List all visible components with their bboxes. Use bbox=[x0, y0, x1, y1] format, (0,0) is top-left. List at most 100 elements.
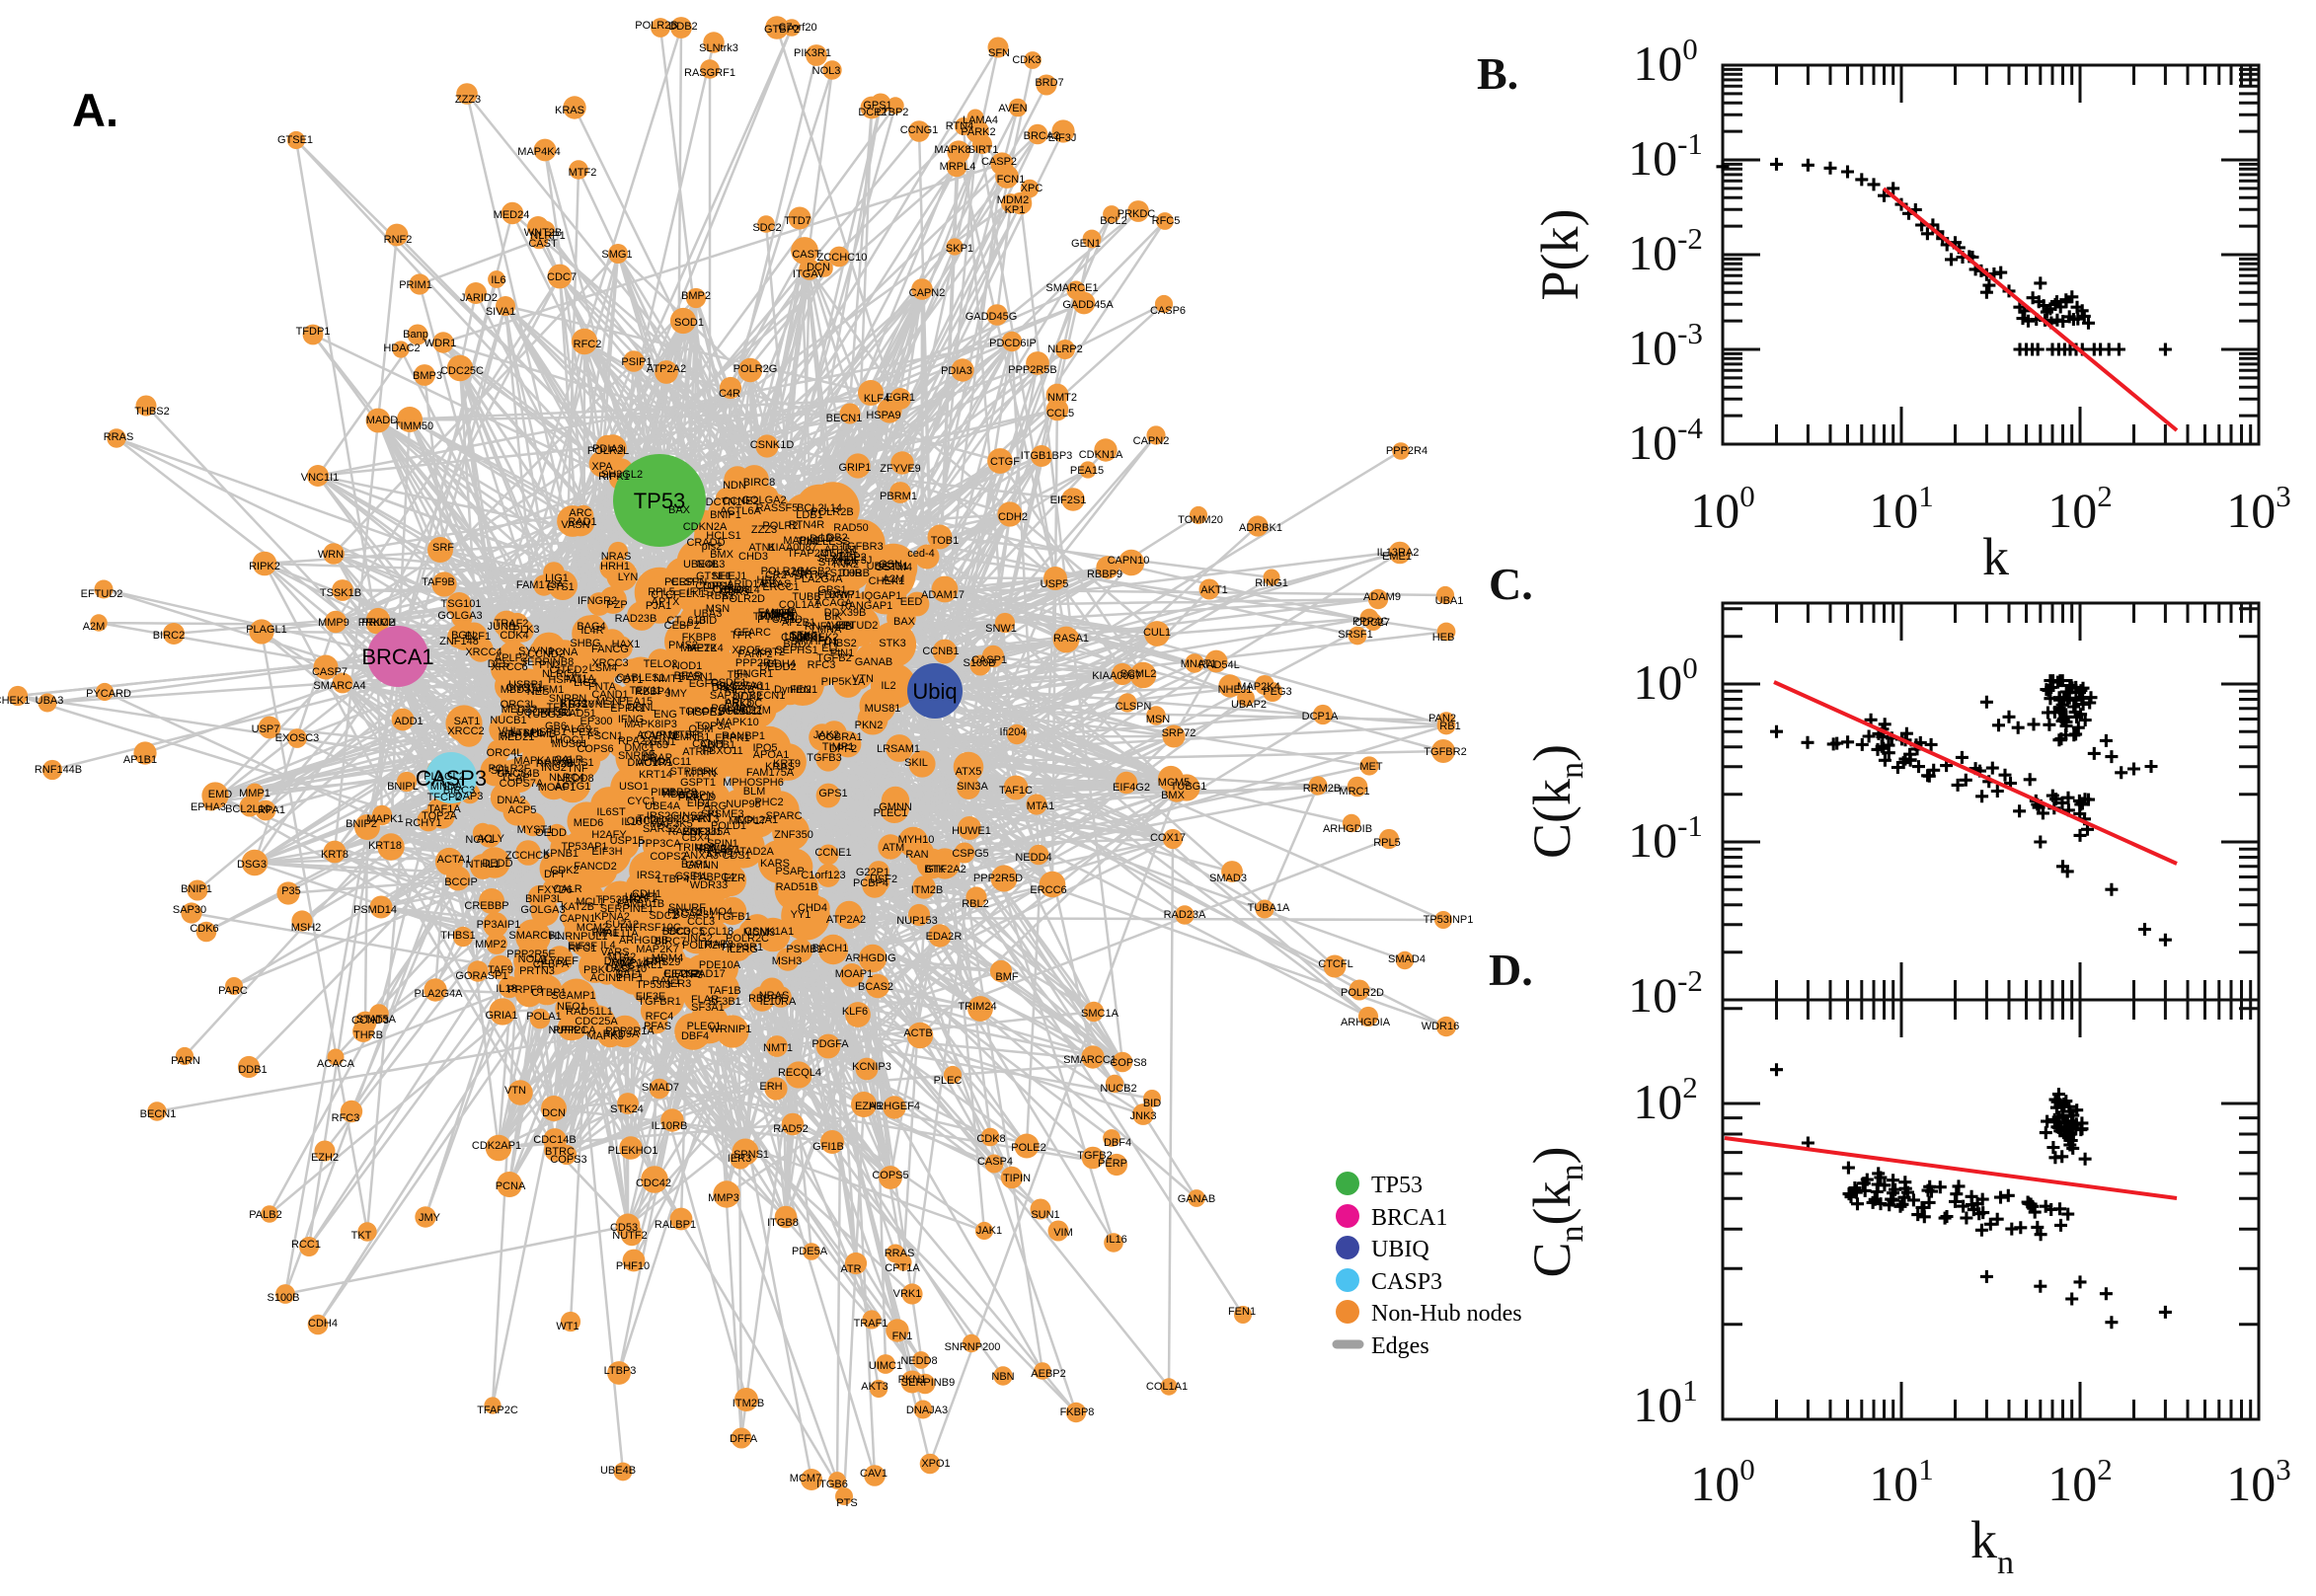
svg-text:VRK1: VRK1 bbox=[893, 1288, 922, 1300]
svg-text:PLK3: PLK3 bbox=[513, 624, 540, 636]
svg-text:HUWE1: HUWE1 bbox=[952, 825, 991, 837]
svg-text:CASP3: CASP3 bbox=[1371, 1269, 1442, 1295]
svg-text:AKT1: AKT1 bbox=[1200, 584, 1228, 596]
svg-text:WRN: WRN bbox=[318, 549, 344, 561]
svg-text:ADAM9: ADAM9 bbox=[1363, 591, 1401, 603]
svg-text:KIF1B: KIF1B bbox=[725, 684, 755, 696]
svg-text:CAST: CAST bbox=[528, 238, 558, 250]
svg-text:EGFR: EGFR bbox=[689, 678, 720, 690]
svg-text:GFI1B: GFI1B bbox=[812, 1141, 844, 1153]
svg-text:XPO5: XPO5 bbox=[732, 645, 760, 656]
svg-text:ITGB8: ITGB8 bbox=[767, 1217, 799, 1229]
svg-text:NUTF2: NUTF2 bbox=[612, 1230, 647, 1242]
svg-text:PYCARD: PYCARD bbox=[86, 688, 131, 700]
svg-text:KIAA0087: KIAA0087 bbox=[1092, 670, 1141, 682]
svg-text:TP53INP1: TP53INP1 bbox=[1424, 914, 1474, 926]
svg-text:POLR2B: POLR2B bbox=[635, 20, 677, 32]
svg-text:Ifi204: Ifi204 bbox=[1000, 726, 1027, 738]
svg-text:CDC42: CDC42 bbox=[636, 1178, 671, 1189]
svg-text:BCL2L10: BCL2L10 bbox=[225, 803, 270, 815]
svg-text:ADRBK1: ADRBK1 bbox=[1239, 522, 1282, 534]
svg-text:ITM2B: ITM2B bbox=[733, 1398, 764, 1409]
svg-text:TAF1C: TAF1C bbox=[999, 785, 1033, 797]
svg-text:BMP3: BMP3 bbox=[413, 370, 442, 382]
svg-text:GRIA1: GRIA1 bbox=[485, 1010, 517, 1022]
svg-text:IFNGR2: IFNGR2 bbox=[578, 595, 617, 607]
svg-text:PEA15: PEA15 bbox=[1070, 465, 1104, 477]
svg-text:ATR: ATR bbox=[840, 1263, 861, 1275]
svg-text:TRAF1: TRAF1 bbox=[854, 1318, 888, 1330]
svg-text:PLEKHO1: PLEKHO1 bbox=[608, 1145, 658, 1157]
svg-text:RFC1: RFC1 bbox=[569, 943, 597, 954]
svg-text:NEDD8: NEDD8 bbox=[900, 1355, 937, 1367]
svg-text:LTBP3: LTBP3 bbox=[604, 1365, 637, 1377]
svg-text:BIRC2: BIRC2 bbox=[153, 630, 185, 642]
svg-text:CAV1: CAV1 bbox=[860, 1468, 888, 1480]
svg-text:RTN4R: RTN4R bbox=[789, 519, 825, 531]
svg-text:PDIA3: PDIA3 bbox=[941, 365, 972, 377]
svg-text:ENG: ENG bbox=[654, 709, 677, 721]
svg-text:RANGAP1: RANGAP1 bbox=[841, 600, 893, 612]
svg-text:ZCCHC8: ZCCHC8 bbox=[505, 850, 550, 862]
svg-text:PHF10: PHF10 bbox=[616, 1260, 650, 1272]
svg-text:GANAB: GANAB bbox=[1178, 1193, 1216, 1205]
svg-text:TUBG2: TUBG2 bbox=[526, 709, 563, 721]
svg-text:THBS1: THBS1 bbox=[440, 930, 475, 942]
svg-text:MSN: MSN bbox=[1146, 714, 1171, 725]
svg-text:DNAJA3: DNAJA3 bbox=[906, 1405, 948, 1416]
svg-text:TUBA1A: TUBA1A bbox=[1248, 902, 1290, 914]
svg-text:CDC7: CDC7 bbox=[547, 271, 577, 283]
svg-text:NDN: NDN bbox=[723, 480, 746, 492]
svg-text:BECN1: BECN1 bbox=[826, 413, 863, 424]
svg-text:CCNE1: CCNE1 bbox=[814, 847, 851, 859]
svg-text:MRPL4: MRPL4 bbox=[940, 161, 976, 173]
svg-text:VIM: VIM bbox=[1053, 1227, 1073, 1239]
svg-text:ITGB1BP3: ITGB1BP3 bbox=[1021, 450, 1073, 462]
svg-text:POLD1: POLD1 bbox=[711, 820, 746, 832]
svg-text:SRF: SRF bbox=[432, 542, 454, 554]
svg-text:RFC2: RFC2 bbox=[574, 339, 602, 350]
svg-text:DMC1: DMC1 bbox=[624, 742, 655, 754]
svg-text:PRKDC: PRKDC bbox=[1118, 208, 1156, 220]
svg-text:GRIP1: GRIP1 bbox=[838, 462, 871, 474]
svg-text:CTCFL: CTCFL bbox=[1318, 958, 1352, 970]
svg-text:PALB2: PALB2 bbox=[249, 1209, 281, 1221]
svg-text:ITGB6: ITGB6 bbox=[816, 1479, 848, 1490]
svg-text:IL4: IL4 bbox=[600, 940, 615, 951]
svg-text:TIMM50: TIMM50 bbox=[394, 420, 433, 432]
svg-text:WRNIP1: WRNIP1 bbox=[710, 1024, 752, 1035]
svg-text:LYN: LYN bbox=[618, 571, 639, 583]
svg-text:TOMM20: TOMM20 bbox=[1178, 514, 1223, 526]
svg-text:BCAS2: BCAS2 bbox=[858, 981, 893, 993]
svg-text:MCM5: MCM5 bbox=[1158, 777, 1190, 789]
svg-text:RRM2B: RRM2B bbox=[1303, 783, 1342, 795]
svg-text:GOLGA3: GOLGA3 bbox=[520, 904, 565, 916]
svg-text:HEB: HEB bbox=[1432, 632, 1455, 644]
svg-text:CYC1: CYC1 bbox=[627, 796, 656, 807]
svg-text:MMP2: MMP2 bbox=[475, 939, 506, 950]
svg-text:ZZZ3: ZZZ3 bbox=[455, 94, 481, 106]
svg-text:Edges: Edges bbox=[1371, 1333, 1429, 1359]
svg-text:TSSK1B: TSSK1B bbox=[320, 587, 361, 599]
svg-text:PDE5A: PDE5A bbox=[792, 1246, 828, 1257]
svg-text:IPO5: IPO5 bbox=[752, 742, 777, 754]
svg-text:MMP3: MMP3 bbox=[708, 1192, 739, 1204]
svg-text:PPP2CA: PPP2CA bbox=[553, 1025, 596, 1036]
svg-text:BAG4: BAG4 bbox=[577, 621, 605, 633]
svg-text:CDC25C: CDC25C bbox=[440, 365, 484, 377]
svg-text:SMAD7: SMAD7 bbox=[642, 1082, 679, 1094]
svg-text:SMAD4: SMAD4 bbox=[1388, 953, 1426, 965]
svg-text:HDAC2: HDAC2 bbox=[383, 342, 420, 354]
svg-text:SNW1: SNW1 bbox=[985, 623, 1017, 635]
svg-text:DDB1: DDB1 bbox=[238, 1064, 267, 1076]
svg-text:BNIP1: BNIP1 bbox=[181, 883, 212, 895]
svg-text:FANCE: FANCE bbox=[758, 607, 795, 619]
svg-text:ARL3: ARL3 bbox=[725, 697, 752, 709]
svg-text:BECN1: BECN1 bbox=[140, 1108, 177, 1120]
svg-text:SIVA1: SIVA1 bbox=[486, 306, 515, 318]
svg-text:CASP1: CASP1 bbox=[971, 654, 1007, 666]
svg-text:SRP72: SRP72 bbox=[1162, 727, 1197, 739]
svg-text:CDK8: CDK8 bbox=[976, 1133, 1005, 1145]
svg-text:VNC1I1: VNC1I1 bbox=[301, 472, 340, 484]
svg-text:CEBPA: CEBPA bbox=[533, 958, 570, 970]
